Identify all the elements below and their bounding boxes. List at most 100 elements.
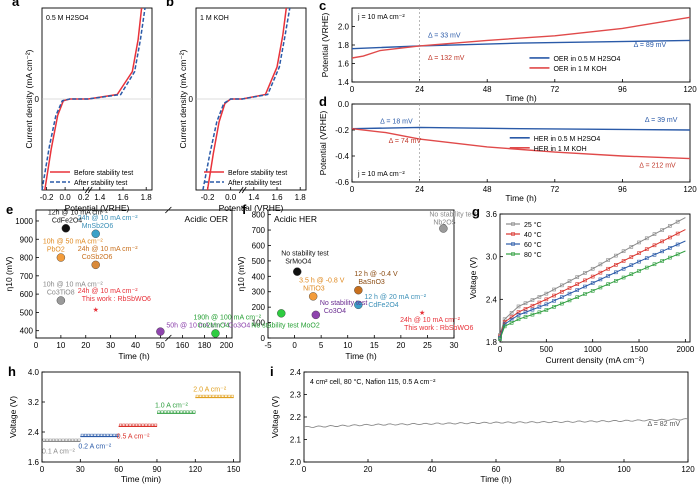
data-point-7 bbox=[211, 329, 220, 338]
series-line-2 bbox=[499, 240, 686, 338]
marker-circle bbox=[530, 303, 535, 308]
y-axis-f-label: 0 bbox=[261, 334, 266, 343]
panel-label-c: c bbox=[319, 0, 326, 13]
marker-circle bbox=[660, 239, 664, 244]
marker-circle bbox=[583, 278, 587, 283]
marker-triangle bbox=[523, 310, 528, 315]
x-axis-d-label: 120 bbox=[683, 185, 697, 194]
y-axis-f-label: 300 bbox=[252, 288, 266, 297]
marker-triangle bbox=[652, 252, 657, 257]
series-line-1 bbox=[41, 7, 146, 191]
legend-entry: 60 °C bbox=[524, 241, 542, 249]
series-line-1 bbox=[499, 229, 686, 337]
step-marker bbox=[189, 410, 193, 414]
point-label: 12 h @ -0.4 V bbox=[354, 271, 398, 278]
data-point-1 bbox=[293, 267, 302, 276]
series-line-3 bbox=[499, 250, 686, 340]
x-axis-d-label: 24 bbox=[415, 185, 424, 194]
y-axis-i-label: 2.3 bbox=[290, 391, 302, 400]
data-point-3 bbox=[91, 260, 100, 270]
marker-diamond bbox=[498, 337, 502, 341]
x-tick-label: 40 bbox=[131, 341, 140, 350]
x-axis-f-label: 0 bbox=[292, 341, 297, 350]
step-marker bbox=[112, 433, 116, 437]
marker-square bbox=[552, 287, 556, 292]
marker-square bbox=[537, 295, 542, 299]
point-sublabel: MnSb2O6 bbox=[82, 223, 114, 230]
x-axis-label: Potential (VRHE) bbox=[65, 203, 130, 213]
step-marker bbox=[83, 433, 87, 437]
panel-e-frame bbox=[35, 209, 233, 339]
marker-square bbox=[509, 311, 514, 315]
marker-circle bbox=[567, 286, 572, 290]
step-marker bbox=[71, 438, 75, 442]
axis-break bbox=[84, 186, 90, 194]
data-point-2 bbox=[56, 253, 66, 262]
y-axis-i-label: 2.4 bbox=[290, 368, 302, 377]
x-tick-label: 30 bbox=[106, 341, 115, 350]
x-tick-label: 0 bbox=[34, 341, 39, 350]
step-marker bbox=[214, 394, 218, 398]
step-marker bbox=[218, 394, 222, 398]
marker-triangle bbox=[502, 322, 507, 327]
y-axis-d-label: -0.4 bbox=[335, 152, 349, 161]
step-marker bbox=[122, 423, 126, 427]
marker-circle bbox=[621, 259, 626, 263]
marker-circle bbox=[537, 300, 542, 305]
legend-marker bbox=[511, 242, 515, 246]
x-tick-label: 0.0 bbox=[225, 193, 237, 202]
step-marker bbox=[173, 410, 177, 414]
marker-circle bbox=[629, 255, 634, 259]
step-marker bbox=[224, 394, 228, 398]
x-axis-g-label: 0 bbox=[498, 345, 503, 354]
delta-label: Δ = 82 mV bbox=[648, 421, 681, 428]
axis-break bbox=[165, 206, 172, 214]
panel-label-g: g bbox=[472, 204, 480, 219]
data-point-0 bbox=[439, 224, 448, 233]
step-marker bbox=[74, 438, 78, 442]
point-label: No stability test bbox=[429, 212, 477, 219]
step-marker bbox=[48, 438, 52, 442]
marker-diamond bbox=[652, 262, 657, 267]
axis-break bbox=[241, 186, 247, 194]
axis-break bbox=[238, 186, 244, 194]
x-tick-label: 1.6 bbox=[117, 193, 129, 202]
point-sublabel: SrMoO4 bbox=[285, 259, 311, 266]
y-axis-d-label: -0.2 bbox=[335, 126, 349, 135]
y-axis-c-label: 1.6 bbox=[338, 60, 350, 69]
marker-square bbox=[530, 298, 535, 302]
y-axis-i-label: 2.2 bbox=[290, 413, 302, 422]
marker-square bbox=[575, 275, 580, 279]
marker-diamond bbox=[516, 317, 521, 322]
x-axis-f-label: -5 bbox=[264, 341, 272, 350]
y-axis-g-label: 3.6 bbox=[486, 210, 498, 219]
panel-title: Acidic OER bbox=[185, 214, 228, 224]
step-marker bbox=[221, 394, 225, 398]
y-axis-label: Potential (VRHE) bbox=[318, 110, 328, 175]
marker-square bbox=[516, 304, 521, 309]
y-axis-f-label: 400 bbox=[252, 272, 266, 281]
x-tick-label: 1.6 bbox=[271, 193, 283, 202]
voltage-trace bbox=[303, 418, 689, 428]
step-label: 2.0 A cm⁻² bbox=[193, 387, 227, 394]
marker-triangle bbox=[567, 291, 572, 296]
marker-square bbox=[668, 224, 672, 228]
legend-c-entry: OER in 0.5 M H2SO4 bbox=[553, 56, 620, 63]
marker-square bbox=[567, 279, 572, 284]
x-axis-label: Time (h) bbox=[505, 93, 536, 103]
x-axis-label: Current density (mA cm⁻²) bbox=[546, 355, 645, 365]
marker-diamond bbox=[530, 312, 535, 317]
marker-triangle bbox=[598, 277, 603, 282]
point-sublabel: CoSb2O6 bbox=[82, 254, 113, 261]
x-axis-label: Time (h) bbox=[505, 193, 536, 203]
point-sublabel: Co2MnO4 bbox=[197, 322, 229, 329]
point-star: ★ bbox=[419, 309, 425, 317]
x-axis-f-label: 30 bbox=[450, 341, 459, 350]
marker-square bbox=[523, 301, 528, 306]
y-axis-c-label: 1.8 bbox=[338, 41, 350, 50]
x-tick-label: 1.4 bbox=[248, 193, 260, 202]
x-tick-label: -0.2 bbox=[201, 193, 215, 202]
step-marker bbox=[195, 394, 199, 398]
step-marker bbox=[170, 410, 174, 414]
step-marker bbox=[198, 394, 202, 398]
